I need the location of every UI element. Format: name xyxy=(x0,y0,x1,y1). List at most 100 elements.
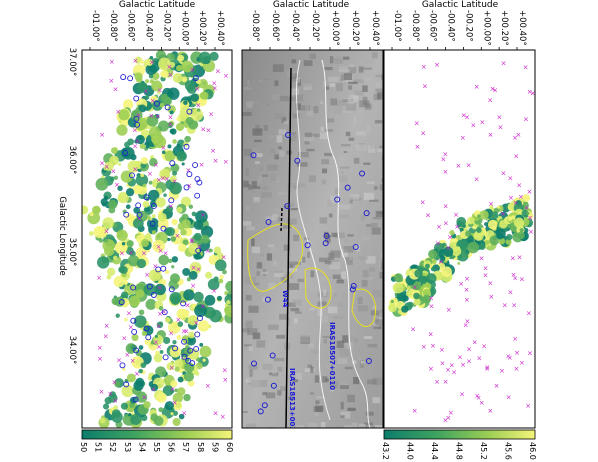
svg-text:×: × xyxy=(457,354,463,362)
xtick-label: -00.40° xyxy=(144,10,154,42)
svg-text:×: × xyxy=(161,308,167,316)
svg-text:×: × xyxy=(422,83,428,91)
colorbar-2-ticks: 43.2 44.0 44.4 44.8 45.2 45.6 46.0 xyxy=(381,442,537,460)
svg-text:×: × xyxy=(428,294,434,302)
panel-1-frame xyxy=(81,49,233,429)
svg-text:×: × xyxy=(527,349,533,357)
svg-text:×: × xyxy=(174,232,180,240)
svg-text:×: × xyxy=(510,254,516,262)
svg-text:×: × xyxy=(167,121,173,129)
svg-text:×: × xyxy=(483,264,489,272)
svg-text:×: × xyxy=(502,302,508,310)
svg-text:×: × xyxy=(443,202,449,210)
svg-text:×: × xyxy=(97,355,103,363)
svg-text:×: × xyxy=(443,220,449,228)
svg-text:×: × xyxy=(500,210,506,218)
svg-text:×: × xyxy=(488,200,494,208)
svg-text:×: × xyxy=(512,275,518,283)
svg-text:×: × xyxy=(420,129,426,137)
xtick-label: -00.80° xyxy=(410,10,420,42)
svg-text:×: × xyxy=(157,310,163,318)
svg-text:×: × xyxy=(149,59,155,67)
svg-text:×: × xyxy=(157,284,163,292)
svg-text:×: × xyxy=(212,84,218,92)
svg-text:×: × xyxy=(518,193,524,201)
svg-text:×: × xyxy=(490,85,496,93)
svg-text:×: × xyxy=(185,301,191,309)
svg-text:×: × xyxy=(412,284,418,292)
ytick-label: 34.00° xyxy=(67,336,77,365)
svg-text:×: × xyxy=(516,181,522,189)
svg-text:×: × xyxy=(505,352,511,360)
svg-text:×: × xyxy=(512,335,518,343)
svg-text:×: × xyxy=(170,385,176,393)
colorbar-tick-label: 50 xyxy=(79,442,88,452)
svg-text:×: × xyxy=(434,61,440,69)
xtick-label: -00.60° xyxy=(428,10,438,42)
svg-text:×: × xyxy=(439,359,445,367)
svg-text:×: × xyxy=(464,114,470,122)
svg-text:×: × xyxy=(492,86,498,94)
xtick-label: -00.60° xyxy=(126,10,136,42)
svg-text:×: × xyxy=(181,327,187,335)
svg-text:×: × xyxy=(119,249,125,257)
svg-text:×: × xyxy=(153,263,159,271)
svg-text:×: × xyxy=(156,243,162,251)
svg-text:×: × xyxy=(516,131,522,139)
svg-text:×: × xyxy=(147,170,153,178)
svg-text:×: × xyxy=(513,199,519,207)
svg-text:×: × xyxy=(513,365,519,373)
xtick-label: -00.20° xyxy=(161,10,171,42)
svg-text:×: × xyxy=(104,163,110,171)
panel-1-map: × × × × × × × × × × × × × × × × × × × × × × × × × × × × × × × × × × × × × × × ×… xyxy=(82,50,232,428)
svg-text:×: × xyxy=(519,275,525,283)
svg-text:×: × xyxy=(222,376,228,384)
colorbar-tick-label: 57 xyxy=(181,442,190,452)
panel-2-map: W44 IRAS18507+0110 IRAS18513+0035 xyxy=(242,50,383,428)
annotation-w44: W44 xyxy=(281,290,289,308)
svg-text:×: × xyxy=(464,286,470,294)
svg-text:×: × xyxy=(113,85,119,93)
colorbar-tick-label: 45.6 xyxy=(504,442,513,460)
svg-text:×: × xyxy=(99,388,105,396)
colorbar-2 xyxy=(383,429,536,440)
svg-text:×: × xyxy=(488,131,494,139)
svg-text:×: × xyxy=(211,287,217,295)
colorbar-tick-label: 55 xyxy=(152,442,161,452)
panel-2-xticks: -00.80° -00.60° -00.40° -00.20° +00.00° +00.2… xyxy=(249,10,380,51)
svg-text:×: × xyxy=(175,316,181,324)
svg-text:×: × xyxy=(530,89,536,97)
svg-text:×: × xyxy=(160,144,166,152)
svg-text:×: × xyxy=(222,367,228,375)
svg-text:×: × xyxy=(507,288,513,296)
svg-text:×: × xyxy=(459,390,465,398)
xtick-label: +00.20° xyxy=(499,10,509,46)
svg-text:×: × xyxy=(474,392,480,400)
svg-text:×: × xyxy=(442,151,448,159)
svg-text:×: × xyxy=(168,202,174,210)
svg-text:×: × xyxy=(527,188,533,196)
y-axis-label: Galactic Longitude xyxy=(57,196,67,275)
xtick-label: +00.40° xyxy=(517,10,527,46)
colorbar-tick-label: 43.2 xyxy=(381,442,390,460)
svg-text:×: × xyxy=(448,409,454,417)
xtick-label: -00.40° xyxy=(446,10,456,42)
svg-text:×: × xyxy=(465,317,471,325)
xtick-label: -00.40° xyxy=(290,10,300,42)
svg-text:×: × xyxy=(126,310,132,318)
svg-text:×: × xyxy=(223,72,229,80)
svg-text:×: × xyxy=(153,161,159,169)
svg-text:×: × xyxy=(157,86,163,94)
svg-text:×: × xyxy=(205,126,211,134)
xtick-label: -00.20° xyxy=(310,10,320,42)
svg-text:×: × xyxy=(132,126,138,134)
y-ticks: 37.00° 36.00° 35.00° 34.00° xyxy=(67,48,77,365)
svg-text:×: × xyxy=(526,309,532,317)
svg-text:×: × xyxy=(412,407,418,415)
svg-text:×: × xyxy=(523,63,529,71)
svg-text:×: × xyxy=(148,112,154,120)
svg-text:×: × xyxy=(150,386,156,394)
svg-text:×: × xyxy=(514,349,520,357)
ytick-label: 36.00° xyxy=(67,146,77,175)
svg-text:×: × xyxy=(466,357,472,365)
